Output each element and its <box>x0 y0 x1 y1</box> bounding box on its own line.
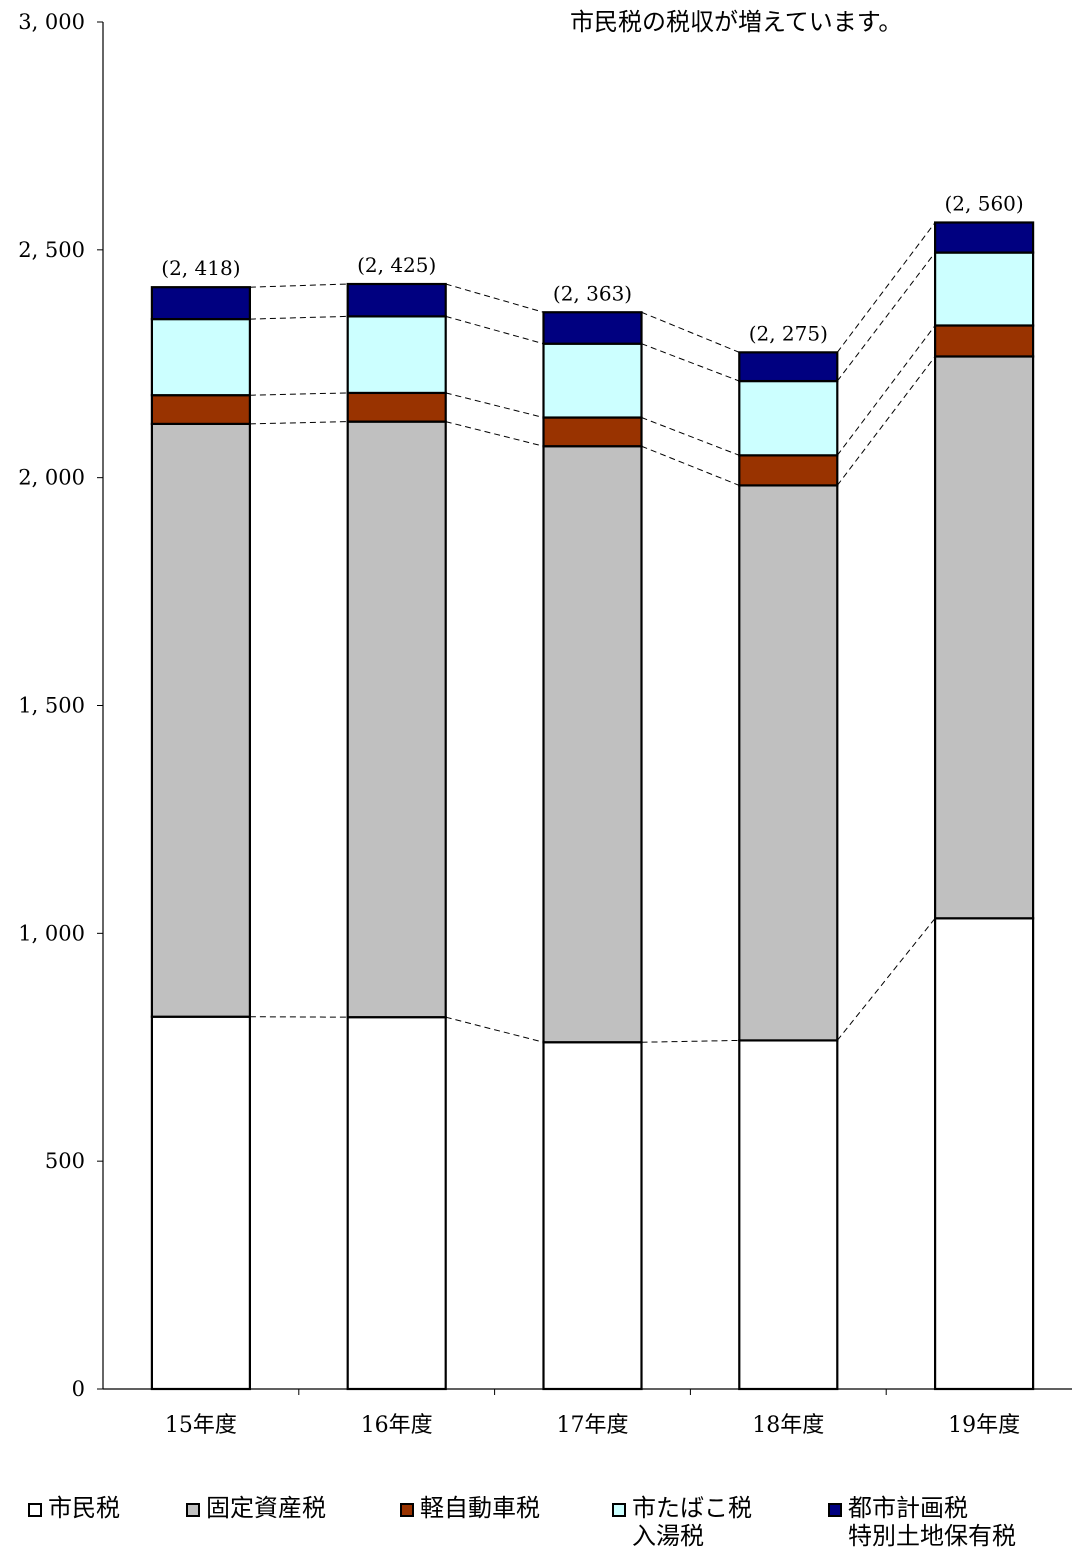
legend-label-line: 都市計画税 <box>848 1494 968 1522</box>
legend-label: 軽自動車税 <box>420 1494 540 1522</box>
legend-swatch <box>400 1503 414 1517</box>
y-tick-label: 2, 500 <box>18 238 85 262</box>
legend-swatch <box>186 1503 200 1517</box>
total-label: (2, 363) <box>553 281 632 305</box>
connector-line <box>836 917 936 1041</box>
legend: 市民税 固定資産税 軽自動車税 市たばこ税 入湯税 都市計画税 特別土地保有税 <box>28 1494 1072 1554</box>
connector-lines <box>249 222 936 1043</box>
legend-label-line: 市民税 <box>48 1494 120 1522</box>
total-label: (2, 418) <box>161 256 240 280</box>
connector-line <box>249 421 348 425</box>
y-tick-label: 2, 000 <box>18 466 85 490</box>
connector-line <box>641 417 740 456</box>
legend-swatch <box>28 1503 42 1517</box>
x-tick-label: 17年度 <box>557 1413 629 1438</box>
legend-label-line: 入湯税 <box>632 1522 704 1550</box>
connector-line <box>641 343 740 382</box>
bar-segment <box>150 286 251 321</box>
legend-swatch <box>612 1503 626 1517</box>
connector-line <box>641 445 740 486</box>
bar-segment <box>738 379 839 457</box>
bar-segment <box>150 1015 251 1391</box>
legend-label: 都市計画税 特別土地保有税 <box>848 1494 1016 1550</box>
total-label: (2, 275) <box>749 321 828 345</box>
bar-segment <box>933 221 1035 254</box>
legend-item: 都市計画税 特別土地保有税 <box>828 1494 1016 1550</box>
bar-segment <box>346 315 447 395</box>
y-tick-label: 1, 500 <box>18 694 85 718</box>
bar-segment <box>933 355 1035 920</box>
connector-line <box>836 222 936 353</box>
bar-segment <box>346 282 447 318</box>
connector-line <box>445 392 544 419</box>
legend-swatch <box>828 1503 842 1517</box>
bar-segment <box>933 251 1035 327</box>
chart-title: 市民税の税収が増えています。 <box>570 8 902 36</box>
bar-segment <box>542 416 643 448</box>
bar-segment <box>738 1039 839 1391</box>
bar-segment <box>542 342 643 419</box>
connector-line <box>445 1016 544 1043</box>
bar-segment <box>150 422 251 1018</box>
legend-label: 固定資産税 <box>206 1494 326 1522</box>
legend-label: 市たばこ税 入湯税 <box>632 1494 752 1550</box>
bar-segment <box>150 317 251 397</box>
axes: 0 500 1, 000 1, 500 2, 000 2, 500 3, 000 <box>18 10 1072 1401</box>
bar-segment <box>150 394 251 425</box>
labels: (2, 418) 15年度 (2, 425) 16年度 (2, 363) 17年度 (2, … <box>161 191 1023 1438</box>
connector-line <box>836 356 936 486</box>
legend-item: 固定資産税 <box>186 1494 326 1522</box>
y-tick-label: 500 <box>45 1149 85 1173</box>
chart: 市民税の税収が増えています。 0 500 1, 000 1, 500 2, 000 2, … <box>18 8 1072 1438</box>
x-tick-label: 15年度 <box>165 1413 237 1438</box>
bar-segment <box>738 484 839 1042</box>
x-tick-label: 16年度 <box>361 1413 433 1438</box>
legend-item: 市たばこ税 入湯税 <box>612 1494 752 1550</box>
y-tick-label: 1, 000 <box>18 921 85 945</box>
legend-item: 市民税 <box>28 1494 120 1522</box>
x-tick-label: 19年度 <box>948 1413 1020 1438</box>
bar-segment <box>738 351 839 383</box>
legend-label-line: 特別土地保有税 <box>848 1522 1016 1550</box>
legend-item: 軽自動車税 <box>400 1494 540 1522</box>
legend-label: 市民税 <box>48 1494 120 1522</box>
connector-line <box>641 311 740 353</box>
connector-line <box>836 325 936 456</box>
bar-segment <box>346 391 447 423</box>
connector-line <box>445 283 544 313</box>
bar-segment <box>542 1041 643 1391</box>
legend-label-line: 市たばこ税 <box>632 1494 752 1522</box>
bar-segment <box>738 454 839 487</box>
x-tick-label: 18年度 <box>752 1413 824 1438</box>
bar-segment <box>346 420 447 1019</box>
bar-segment <box>542 445 643 1044</box>
bar-segment <box>933 324 1035 358</box>
connector-line <box>249 392 348 396</box>
connector-line <box>641 1039 740 1043</box>
bar-segment <box>346 1016 447 1391</box>
total-label: (2, 560) <box>944 191 1023 215</box>
connector-line <box>445 421 544 447</box>
bar-segment <box>933 917 1035 1391</box>
total-label: (2, 425) <box>357 253 436 277</box>
y-tick-label: 0 <box>72 1377 85 1401</box>
legend-label-line: 固定資産税 <box>206 1494 326 1522</box>
bars <box>150 221 1035 1391</box>
y-tick-label: 3, 000 <box>18 10 85 34</box>
legend-label-line: 軽自動車税 <box>420 1494 540 1522</box>
bar-segment <box>542 311 643 345</box>
connector-line <box>249 283 348 288</box>
connector-line <box>249 315 348 320</box>
connector-line <box>445 315 544 345</box>
connector-line <box>836 252 936 382</box>
